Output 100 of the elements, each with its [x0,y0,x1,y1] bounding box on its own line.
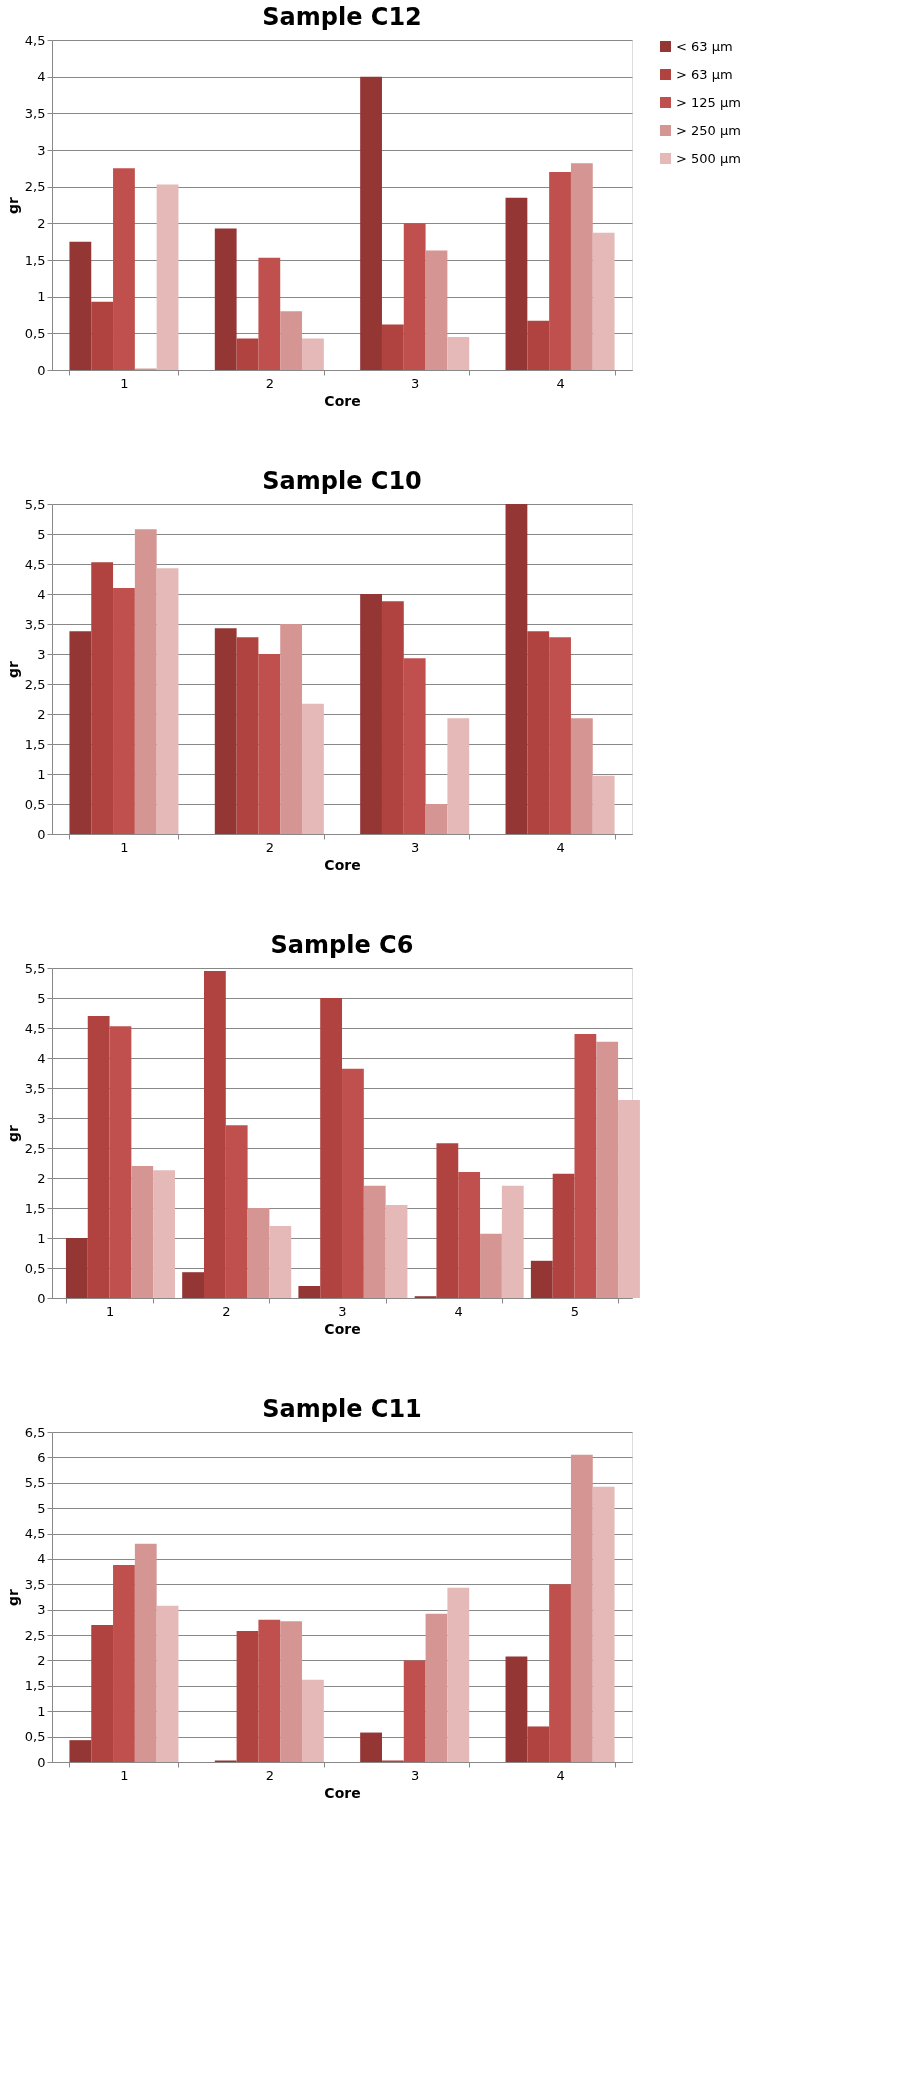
y-tick-label: 4 [37,586,46,602]
bar [69,631,92,834]
bar [425,1613,448,1762]
legend-label: > 250 µm [676,122,741,138]
y-tick-label: 4,5 [24,32,46,48]
bar [592,775,615,834]
bar [385,1205,408,1298]
y-tick-label: 3,5 [24,616,46,632]
bar [527,631,550,834]
bar [458,1172,481,1298]
y-tick-label: 4,5 [24,556,46,572]
y-tick-label: 1,5 [24,252,46,268]
bar [236,637,259,834]
x-tick-label: 4 [556,375,565,391]
x-tick-label: 1 [120,375,129,391]
bar [134,1543,157,1762]
bar [69,1740,92,1762]
bar [69,241,92,370]
bar [570,163,593,370]
bar [280,311,303,370]
y-tick-label: 1 [37,289,46,305]
bar [258,257,281,370]
y-tick-label: 2,5 [24,179,46,195]
bar [91,562,114,834]
x-tick-label: 3 [411,1767,420,1783]
x-tick-label: 3 [411,839,420,855]
legend-label: > 125 µm [676,94,741,110]
bar [113,168,135,370]
bar [236,338,259,370]
y-tick-label: 0,5 [24,796,46,812]
y-axis-title: gr [4,660,21,678]
x-tick-label: 2 [265,1767,274,1783]
y-tick-label: 4 [37,1050,46,1066]
bar [570,718,593,834]
y-tick-label: 4,5 [24,1020,46,1036]
y-tick-label: 5 [37,990,46,1006]
bar [156,1605,179,1762]
bar [298,1286,321,1298]
y-tick-label: 1 [37,1703,46,1719]
x-tick-label: 2 [265,375,274,391]
bar [65,1238,88,1298]
bar [447,337,470,370]
y-tick-label: 4,5 [24,1526,46,1542]
bar [360,594,382,834]
bar [592,1486,615,1762]
bar [403,1660,426,1762]
bar [247,1208,270,1298]
y-tick-label: 3,5 [24,1576,46,1592]
y-tick-label: 2 [37,1170,46,1186]
bar [302,1679,324,1762]
y-tick-label: 4 [37,69,46,85]
x-tick-label: 3 [338,1303,347,1319]
bar [505,504,528,834]
y-tick-label: 5,5 [24,496,46,512]
bar [258,1619,281,1762]
bar [91,1624,114,1762]
bar [320,998,343,1298]
x-tick-label: 4 [556,1767,565,1783]
bar [134,529,157,834]
x-axis-title: Core [324,856,361,873]
y-tick-label: 6,5 [24,1424,46,1440]
bar [425,804,448,834]
bar [592,232,615,370]
chart-title: Sample C11 [262,1395,422,1423]
y-tick-label: 0,5 [24,1729,46,1745]
y-tick-label: 3,5 [24,105,46,121]
x-tick-label: 4 [556,839,565,855]
y-tick-label: 0,5 [24,325,46,341]
legend-label: > 500 µm [676,150,741,166]
bar [342,1068,364,1298]
chart-title: Sample C10 [262,467,422,495]
chart-title: Sample C6 [270,931,414,959]
bar [447,718,470,834]
y-tick-label: 1 [37,766,46,782]
bar [549,172,571,370]
y-tick-label: 4 [37,1551,46,1567]
bar [570,1454,593,1762]
y-tick-label: 0,5 [24,1260,46,1276]
chart-title: Sample C12 [262,3,422,31]
x-tick-label: 1 [120,1767,129,1783]
y-tick-label: 3 [37,142,46,158]
y-tick-label: 2 [37,1652,46,1668]
bar [381,324,404,370]
bar [549,637,571,834]
bar [225,1125,248,1298]
y-tick-label: 6 [37,1449,46,1465]
bar [436,1143,459,1298]
x-tick-label: 3 [411,375,420,391]
bar [87,1016,110,1298]
bar [302,338,324,370]
y-tick-label: 2 [37,706,46,722]
bar [363,1185,386,1298]
bar [480,1233,502,1298]
legend-label: < 63 µm [676,38,733,54]
y-tick-label: 1,5 [24,736,46,752]
y-tick-label: 0 [37,826,46,842]
y-tick-label: 1,5 [24,1200,46,1216]
bar [381,601,404,834]
bar [280,624,303,834]
bar [501,1185,524,1298]
